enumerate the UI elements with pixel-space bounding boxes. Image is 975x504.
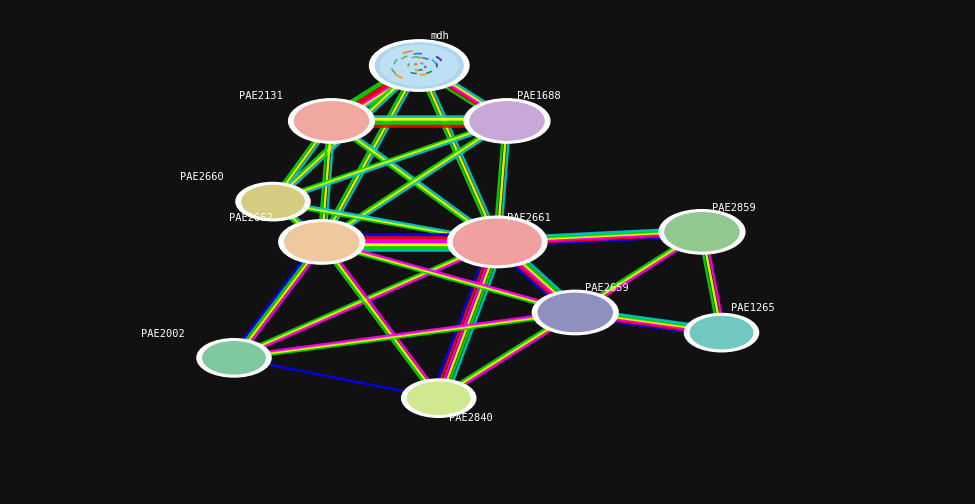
Text: PAE2131: PAE2131 [239, 91, 283, 101]
Circle shape [532, 290, 618, 335]
Text: PAE1265: PAE1265 [731, 303, 775, 313]
Circle shape [289, 99, 374, 143]
Text: PAE2661: PAE2661 [507, 213, 551, 223]
Text: PAE2659: PAE2659 [585, 283, 629, 293]
Circle shape [408, 382, 470, 414]
Circle shape [684, 313, 759, 352]
Text: PAE1688: PAE1688 [517, 91, 561, 101]
Circle shape [690, 317, 753, 349]
Text: mdh: mdh [431, 31, 449, 41]
Circle shape [659, 210, 745, 254]
Text: PAE2002: PAE2002 [141, 329, 185, 339]
Circle shape [380, 45, 458, 86]
Circle shape [285, 223, 359, 261]
Circle shape [402, 379, 476, 417]
Circle shape [236, 182, 310, 221]
Circle shape [203, 342, 265, 374]
Circle shape [279, 220, 365, 264]
Circle shape [370, 40, 469, 91]
Circle shape [453, 219, 541, 265]
Circle shape [470, 102, 544, 140]
Text: PAE2840: PAE2840 [448, 413, 492, 423]
Circle shape [538, 293, 612, 332]
Circle shape [448, 216, 547, 268]
Circle shape [375, 43, 463, 88]
Circle shape [242, 185, 304, 218]
Circle shape [665, 213, 739, 251]
Circle shape [197, 339, 271, 377]
Text: PAE2859: PAE2859 [712, 203, 756, 213]
Circle shape [464, 99, 550, 143]
Text: PAE2662: PAE2662 [229, 213, 273, 223]
Circle shape [294, 102, 369, 140]
Text: PAE2660: PAE2660 [180, 172, 224, 182]
